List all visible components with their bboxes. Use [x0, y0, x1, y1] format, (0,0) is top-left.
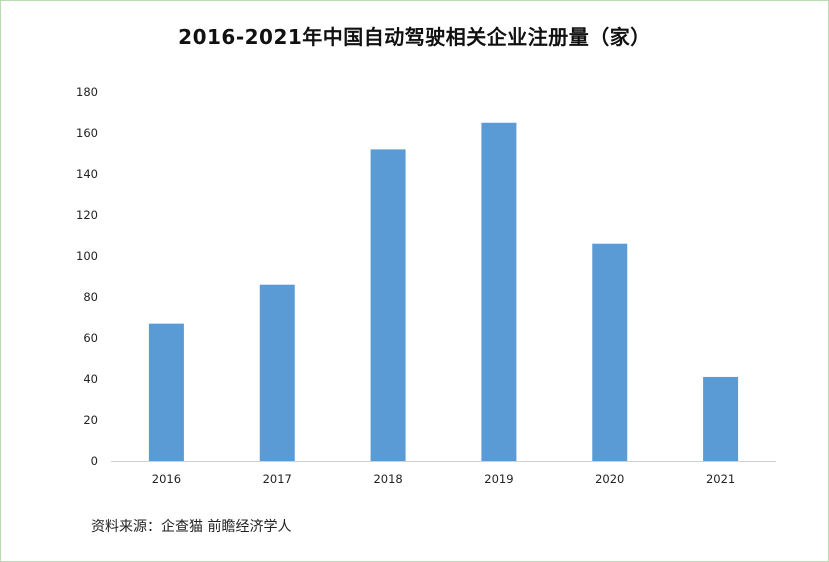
x-tick-label: 2020: [595, 472, 624, 486]
y-tick-label: 100: [76, 249, 98, 263]
y-tick-label: 140: [76, 167, 98, 181]
x-axis-ticks: 2016 2017 2018 2019 2020 2021: [152, 472, 735, 486]
bar-2018: [370, 149, 406, 461]
x-tick-label: 2019: [484, 472, 513, 486]
x-tick-label: 2018: [373, 472, 402, 486]
y-tick-label: 60: [83, 331, 98, 345]
x-tick-label: 2021: [706, 472, 735, 486]
y-tick-label: 80: [83, 290, 98, 304]
bar-2017: [259, 284, 295, 461]
x-tick-label: 2016: [152, 472, 181, 486]
source-note: 资料来源：企查猫 前瞻经济学人: [91, 519, 292, 535]
bar-2021: [703, 376, 739, 461]
bar-2019: [481, 122, 517, 461]
y-tick-label: 120: [76, 208, 98, 222]
y-axis-ticks: 0 20 40 60 80 100 120 140 160 180: [76, 85, 98, 468]
y-tick-label: 20: [83, 413, 98, 427]
y-tick-label: 180: [76, 85, 98, 99]
y-tick-label: 40: [83, 372, 98, 386]
y-tick-label: 0: [91, 454, 98, 468]
bar-2020: [592, 243, 628, 461]
y-tick-label: 160: [76, 126, 98, 140]
bars: [148, 122, 739, 461]
bar-2016: [148, 323, 184, 461]
chart-title: 2016-2021年中国自动驾驶相关企业注册量（家）: [178, 25, 651, 49]
x-tick-label: 2017: [263, 472, 292, 486]
